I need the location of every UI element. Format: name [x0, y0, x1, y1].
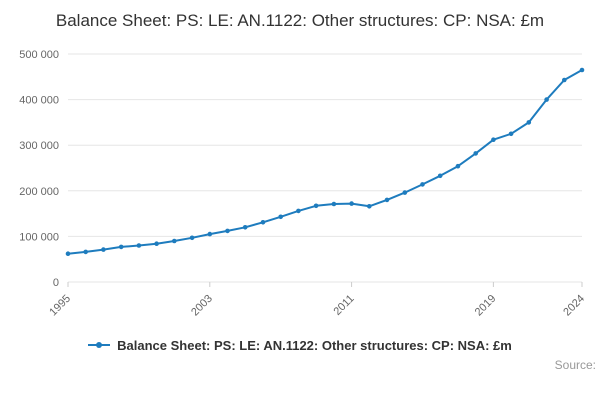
y-tick-label: 200 000 — [19, 186, 59, 198]
data-point[interactable] — [278, 214, 284, 220]
data-point[interactable] — [136, 243, 142, 248]
data-point[interactable] — [508, 131, 514, 137]
x-tick-label: 2019 — [473, 293, 499, 319]
data-point[interactable] — [473, 151, 479, 156]
y-tick-label: 500 000 — [19, 49, 59, 61]
data-point[interactable] — [225, 228, 230, 234]
data-point[interactable] — [579, 67, 585, 73]
legend-label: Balance Sheet: PS: LE: AN.1122: Other st… — [117, 337, 512, 353]
data-point[interactable] — [349, 201, 354, 206]
data-point[interactable] — [367, 204, 372, 209]
chart-title: Balance Sheet: PS: LE: AN.1122: Other st… — [55, 11, 545, 30]
y-tick-label: 300 000 — [19, 140, 59, 152]
data-point[interactable] — [455, 163, 461, 169]
legend-line-marker-icon — [88, 342, 111, 349]
data-point[interactable] — [544, 97, 549, 102]
data-point[interactable] — [313, 203, 319, 209]
y-tick-label: 0 — [53, 277, 59, 289]
x-tick-label: 2003 — [189, 293, 215, 319]
x-tick-label: 2024 — [561, 293, 587, 319]
data-point[interactable] — [562, 77, 567, 83]
data-point[interactable] — [189, 235, 195, 241]
data-point[interactable] — [65, 251, 71, 257]
series-line — [67, 69, 583, 255]
data-point[interactable] — [83, 249, 88, 255]
data-point[interactable] — [384, 197, 390, 203]
data-point[interactable] — [331, 201, 337, 207]
data-point[interactable] — [207, 231, 213, 237]
line-chart-plot: 0 100 000 200 000 300 000 400 000 500 000 1995… — [19, 49, 587, 319]
y-tick-label: 100 000 — [19, 231, 59, 243]
data-point[interactable] — [402, 190, 408, 195]
data-point[interactable] — [260, 220, 266, 225]
legend-item[interactable]: Balance Sheet: PS: LE: AN.1122: Other st… — [0, 334, 600, 356]
data-point[interactable] — [296, 208, 301, 214]
data-point[interactable] — [118, 244, 124, 250]
data-point[interactable] — [242, 225, 248, 230]
x-tick-label: 2011 — [331, 293, 356, 318]
source-label: Source: — [554, 358, 596, 373]
data-point[interactable] — [101, 247, 106, 252]
data-point[interactable] — [491, 137, 496, 143]
x-tick-label: 1995 — [47, 293, 73, 319]
data-point[interactable] — [172, 238, 177, 244]
data-point[interactable] — [526, 120, 532, 125]
y-tick-label: 400 000 — [19, 95, 59, 107]
data-point[interactable] — [154, 241, 159, 247]
data-point[interactable] — [420, 182, 425, 187]
data-point[interactable] — [437, 173, 443, 179]
